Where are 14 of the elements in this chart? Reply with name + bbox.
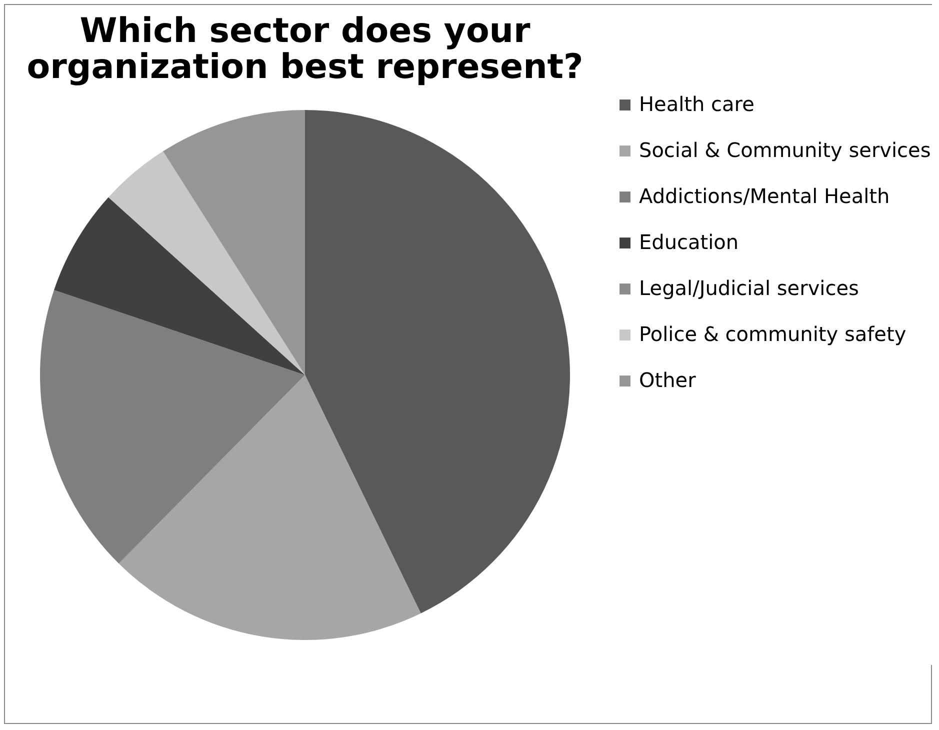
legend-label: Health care — [639, 92, 754, 116]
legend-label: Legal/Judicial services — [639, 276, 859, 300]
legend-label: Police & community safety — [639, 322, 906, 346]
pie-slice — [40, 290, 305, 564]
pie-slice — [118, 375, 421, 640]
pie-slice — [54, 197, 305, 375]
legend-label: Other — [639, 368, 697, 392]
pie-slice — [108, 151, 305, 375]
legend-label: Addictions/Mental Health — [639, 184, 890, 208]
legend-label: Social & Community services — [639, 138, 931, 162]
chart-title: Which sector does your organization best represent? — [26, 11, 584, 87]
pie-slice — [305, 110, 570, 614]
pie-slice — [163, 110, 305, 375]
legend-label: Education — [639, 230, 739, 254]
